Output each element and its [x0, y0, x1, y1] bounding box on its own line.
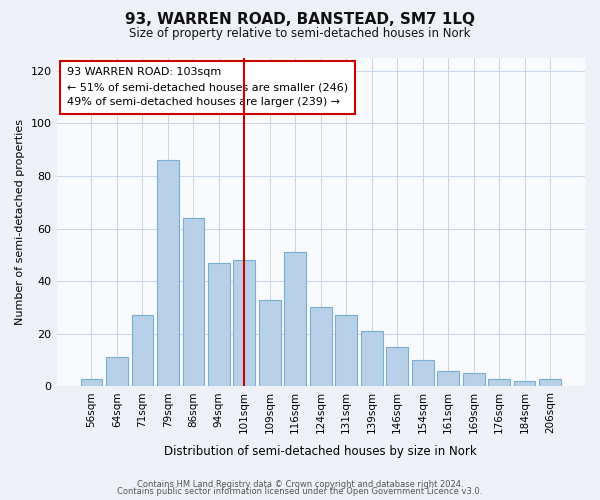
Bar [539, 378, 561, 386]
Text: Size of property relative to semi-detached houses in Nork: Size of property relative to semi-detach… [129, 28, 471, 40]
Bar [80, 378, 102, 386]
Bar [310, 308, 332, 386]
X-axis label: Distribution of semi-detached houses by size in Nork: Distribution of semi-detached houses by … [164, 444, 477, 458]
Bar [361, 331, 383, 386]
Bar [437, 370, 459, 386]
Y-axis label: Number of semi-detached properties: Number of semi-detached properties [15, 119, 25, 325]
Bar [463, 373, 485, 386]
Bar [335, 316, 357, 386]
Bar [488, 378, 510, 386]
Bar [284, 252, 306, 386]
Bar [157, 160, 179, 386]
Bar [386, 347, 408, 387]
Text: 93 WARREN ROAD: 103sqm
← 51% of semi-detached houses are smaller (246)
49% of se: 93 WARREN ROAD: 103sqm ← 51% of semi-det… [67, 68, 348, 107]
Text: 93, WARREN ROAD, BANSTEAD, SM7 1LQ: 93, WARREN ROAD, BANSTEAD, SM7 1LQ [125, 12, 475, 28]
Bar [514, 381, 535, 386]
Text: Contains HM Land Registry data © Crown copyright and database right 2024.: Contains HM Land Registry data © Crown c… [137, 480, 463, 489]
Bar [131, 316, 153, 386]
Bar [208, 262, 230, 386]
Bar [106, 358, 128, 386]
Bar [412, 360, 434, 386]
Text: Contains public sector information licensed under the Open Government Licence v3: Contains public sector information licen… [118, 487, 482, 496]
Bar [233, 260, 255, 386]
Bar [259, 300, 281, 386]
Bar [182, 218, 204, 386]
